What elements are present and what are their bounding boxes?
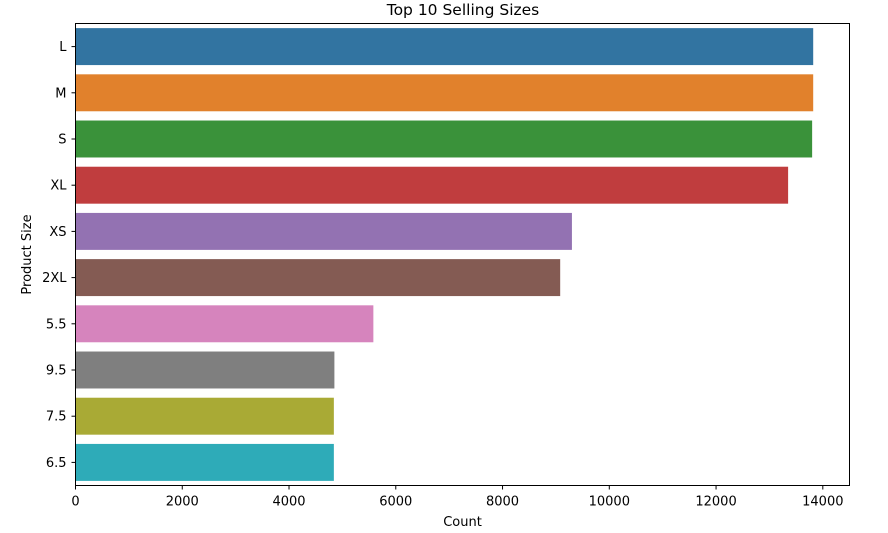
y-tick-label: 6.5 bbox=[46, 456, 67, 471]
x-tick-label: 14000 bbox=[802, 495, 843, 510]
x-tick-label: 6000 bbox=[379, 495, 412, 510]
bar-l bbox=[75, 28, 814, 66]
x-tick-label: 0 bbox=[71, 495, 79, 510]
y-tick-label: 5.5 bbox=[46, 317, 67, 332]
y-tick-label: S bbox=[58, 133, 66, 148]
bar-9-5 bbox=[75, 351, 335, 389]
bar-2xl bbox=[75, 259, 561, 297]
y-axis-label: Product Size bbox=[20, 214, 35, 294]
y-tick-label: L bbox=[59, 40, 67, 55]
bar-6-5 bbox=[75, 443, 334, 481]
y-tick-label: 2XL bbox=[42, 271, 67, 286]
bars-group bbox=[75, 28, 814, 481]
x-tick-label: 12000 bbox=[695, 495, 736, 510]
bar-s bbox=[75, 120, 813, 158]
y-axis-ticks: L M S XL XS 2XL 5.5 9.5 7.5 6.5 bbox=[42, 40, 76, 471]
bar-7-5 bbox=[75, 397, 334, 435]
y-tick-label: 9.5 bbox=[46, 364, 67, 379]
x-tick-label: 8000 bbox=[486, 495, 519, 510]
bar-xl bbox=[75, 166, 789, 204]
y-tick-label: XS bbox=[49, 225, 66, 240]
bar-m bbox=[75, 74, 814, 112]
x-tick-label: 10000 bbox=[589, 495, 630, 510]
chart-title: Top 10 Selling Sizes bbox=[386, 1, 540, 19]
x-axis-ticks: 0 2000 4000 6000 8000 10000 12000 14000 bbox=[71, 485, 843, 510]
bar-xs bbox=[75, 212, 572, 250]
y-tick-label: XL bbox=[50, 179, 67, 194]
x-axis-label: Count bbox=[443, 515, 482, 530]
bar-5-5 bbox=[75, 305, 374, 343]
x-tick-label: 2000 bbox=[166, 495, 199, 510]
y-tick-label: M bbox=[55, 86, 66, 101]
x-tick-label: 4000 bbox=[272, 495, 305, 510]
plot-frame bbox=[75, 23, 850, 486]
y-tick-label: 7.5 bbox=[46, 410, 67, 425]
